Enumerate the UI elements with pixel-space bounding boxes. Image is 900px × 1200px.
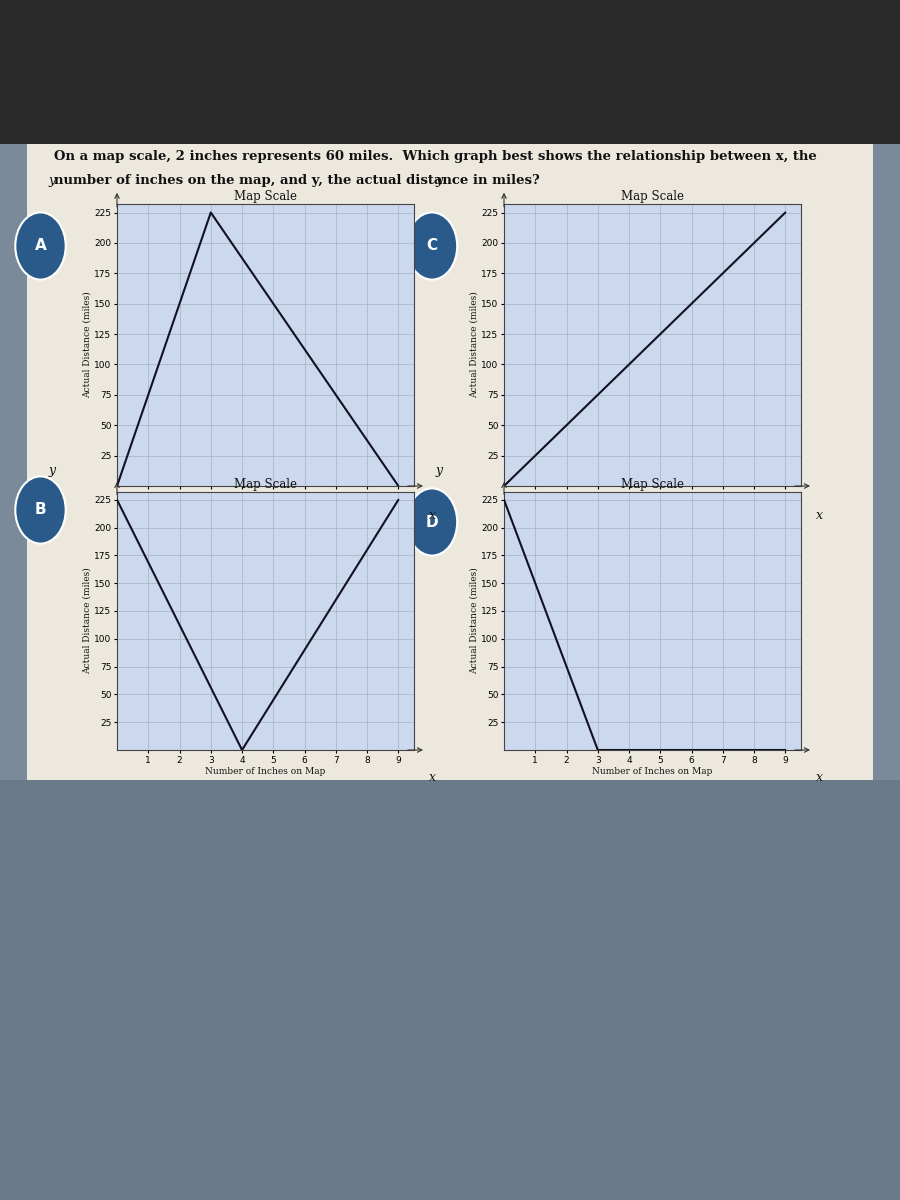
Bar: [0, 0, 900, 144]
Text: x: x: [429, 770, 436, 784]
X-axis label: Number of Inches on Map: Number of Inches on Map: [205, 503, 326, 512]
Y-axis label: Actual Distance (miles): Actual Distance (miles): [83, 568, 92, 674]
Title: Map Scale: Map Scale: [234, 190, 297, 203]
Text: y: y: [435, 174, 442, 187]
Bar: [0, 780, 900, 1200]
Text: y: y: [48, 174, 55, 187]
Y-axis label: Actual Distance (miles): Actual Distance (miles): [470, 568, 479, 674]
Title: Map Scale: Map Scale: [621, 478, 684, 491]
Text: number of inches on the map, and y, the actual distance in miles?: number of inches on the map, and y, the …: [54, 174, 540, 187]
Text: x: x: [816, 509, 823, 522]
Text: y: y: [435, 463, 442, 476]
Text: On a map scale, 2 inches represents 60 miles.  Which graph best shows the relati: On a map scale, 2 inches represents 60 m…: [54, 150, 817, 163]
Circle shape: [407, 212, 457, 280]
Text: C: C: [427, 239, 437, 253]
Circle shape: [407, 488, 457, 556]
Circle shape: [15, 476, 66, 544]
Circle shape: [15, 212, 66, 280]
Title: Map Scale: Map Scale: [234, 478, 297, 491]
Text: y: y: [48, 463, 55, 476]
Text: B: B: [35, 503, 46, 517]
Y-axis label: Actual Distance (miles): Actual Distance (miles): [470, 292, 479, 398]
X-axis label: Number of Inches on Map: Number of Inches on Map: [205, 767, 326, 776]
Text: D: D: [426, 515, 438, 529]
X-axis label: Number of Inches on Map: Number of Inches on Map: [592, 503, 713, 512]
Title: Map Scale: Map Scale: [621, 190, 684, 203]
Text: x: x: [816, 770, 823, 784]
Text: x: x: [429, 509, 436, 522]
Bar: [27, 144, 873, 780]
Y-axis label: Actual Distance (miles): Actual Distance (miles): [83, 292, 92, 398]
Text: A: A: [34, 239, 47, 253]
X-axis label: Number of Inches on Map: Number of Inches on Map: [592, 767, 713, 776]
